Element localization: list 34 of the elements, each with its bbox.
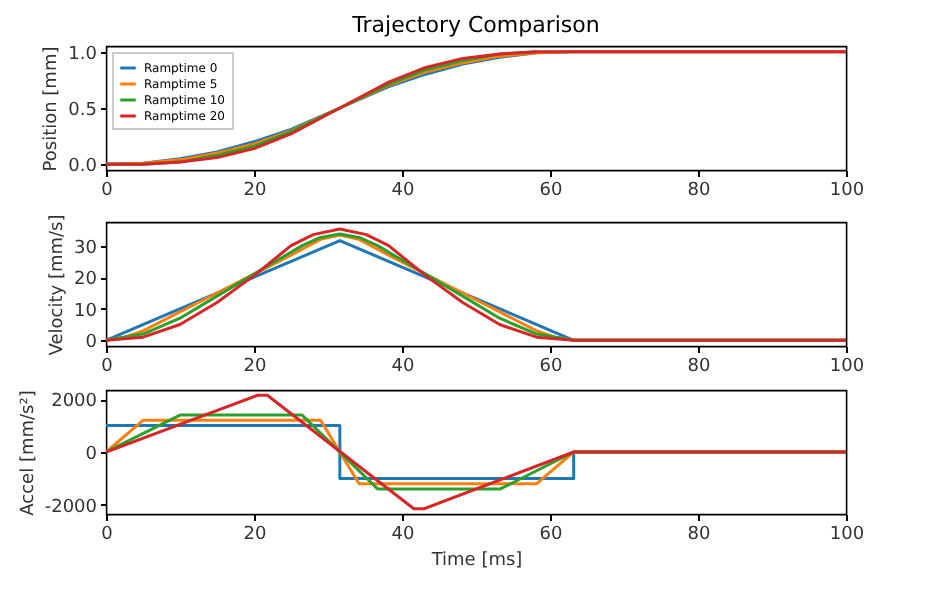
y-axis-title: Position [mm] [42,46,63,172]
x-tick-label: 60 [539,181,563,201]
x-tick-label: 80 [687,357,711,377]
x-tick-label: 40 [391,181,415,201]
x-tick-label: 60 [539,357,563,377]
line-series [106,50,846,166]
x-tick-label: 60 [539,525,563,545]
y-tick-label: 0 [85,333,98,354]
y-axis-title: Velocity [mm/s] [48,214,69,356]
x-tick-label: 100 [829,181,865,201]
y-tick-label: 20 [74,270,98,291]
x-tick-label: 40 [391,525,415,545]
x-tick-label: 40 [391,357,415,377]
chart-title: Trajectory Comparison [350,11,600,38]
x-tick-label: 0 [101,525,114,545]
y-tick-label: 30 [74,238,98,259]
y-tick-label: 1.0 [68,44,98,65]
x-tick-label: 100 [829,357,865,377]
y-tick-label: 0.0 [68,157,98,178]
x-tick-label: 20 [243,181,267,201]
x-tick-label: 20 [243,357,267,377]
y-tick-label: 10 [74,301,98,322]
x-tick-label: 0 [101,357,114,377]
x-tick-label: 80 [687,525,711,545]
y-tick-label: 2000 [51,392,98,413]
y-tick-label: 0.5 [68,101,97,121]
x-tick-label: 80 [687,181,711,201]
x-tick-label: 100 [829,525,865,545]
y-axis-title: Accel [mm/s²] [18,390,39,516]
x-tick-label: 20 [243,525,267,545]
x-axis-title: Time [ms] [429,551,523,571]
y-tick-label: 0 [85,445,98,465]
y-tick-label: -2000 [44,497,98,518]
x-tick-label: 0 [101,181,114,201]
